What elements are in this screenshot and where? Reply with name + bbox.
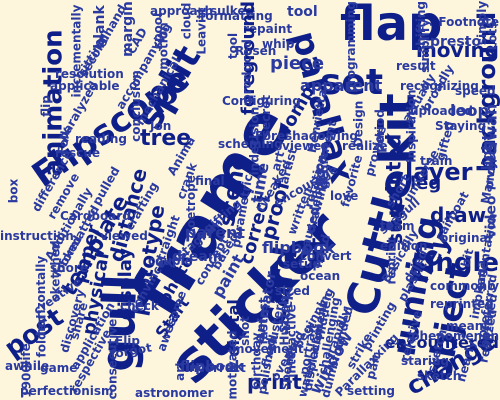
cloud-word: realize	[342, 139, 388, 153]
cloud-word: original	[440, 231, 492, 245]
cloud-word: flap	[340, 0, 443, 52]
cloud-word: shot	[237, 316, 252, 346]
cloud-word: convert	[300, 249, 352, 263]
cloud-word: team	[380, 219, 415, 233]
cloud-word: Rosen	[235, 44, 277, 58]
cloud-word: result	[396, 59, 436, 73]
cloud-word: single	[410, 248, 499, 278]
cloud-word: formatting	[200, 9, 273, 23]
cloud-word: box	[6, 178, 21, 204]
cloud-word: tool	[287, 4, 318, 20]
cloud-word: flipbook	[262, 238, 335, 257]
cloud-word: recognizing	[400, 79, 479, 93]
cloud-word: art	[172, 361, 187, 381]
cloud-word: viewer	[282, 139, 328, 153]
cloud-word: applicable	[50, 79, 120, 93]
cloud-word: setup	[283, 257, 322, 271]
cloud-word: consecutive	[105, 318, 120, 399]
cloud-word: set	[320, 62, 384, 103]
cloud-word: meant	[446, 319, 490, 333]
cloud-word: sized	[275, 284, 310, 298]
cloud-word: tree	[140, 126, 192, 151]
cloud-word: simply	[475, 0, 490, 46]
cloud-word: movement	[232, 342, 304, 356]
cloud-word: setting	[347, 384, 395, 398]
cloud-word: Zoetrope	[183, 175, 198, 237]
cloud-word: encountered	[384, 333, 499, 352]
cloud-word: instruction	[0, 229, 74, 243]
cloud-word: Foreshadowing	[255, 129, 358, 143]
cloud-word: cloud	[179, 2, 194, 40]
cloud-word: motivated	[225, 330, 240, 399]
cloud-word: commonly	[430, 279, 500, 293]
cloud-word: presto	[430, 34, 482, 50]
cloud-word: Staying	[435, 119, 487, 133]
cloud-word: check	[120, 299, 159, 313]
cloud-word: ocean	[300, 269, 341, 283]
cloud-word: Flip	[115, 334, 141, 348]
cloud-word: staring	[401, 354, 450, 368]
cloud-word: rescue	[55, 146, 100, 160]
cloud-word: Footnote	[438, 15, 499, 29]
cloud-word: repaint	[243, 22, 293, 36]
cloud-word: couple	[148, 254, 193, 268]
cloud-word: loop	[450, 101, 489, 120]
cloud-word: Configuring	[222, 94, 301, 108]
cloud-word: whip	[262, 37, 295, 51]
cloud-word: project	[481, 141, 500, 191]
cloud-word: dream	[172, 249, 223, 265]
cloud-word: scheming	[218, 137, 283, 151]
cloud-word: perfectionism	[20, 384, 114, 398]
cloud-word: awhile	[5, 359, 50, 373]
cloud-word: flipbook	[180, 359, 244, 375]
cloud-word: phenomenon	[410, 329, 499, 343]
cloud-word: tool	[226, 32, 241, 60]
cloud-word: life	[18, 343, 33, 365]
cloud-word: game	[40, 361, 78, 375]
cloud-word: sulked	[210, 4, 255, 18]
cloud-word: Huzzah	[277, 296, 292, 346]
cloud-word: edition	[380, 239, 428, 253]
cloud-word: viewed	[100, 229, 148, 243]
cloud-word: period	[372, 109, 387, 153]
cloud-word: incorrect	[185, 361, 246, 375]
cloud-word: speed	[455, 84, 496, 98]
cloud-word: reading	[75, 132, 127, 146]
cloud-word: sketch	[417, 369, 462, 383]
cloud-word: approach	[150, 4, 214, 18]
cloud-word: moving	[415, 38, 499, 62]
cloud-word: uploaded	[410, 104, 473, 118]
cloud-word: Cardboard	[60, 209, 131, 223]
cloud-word: reprint	[384, 237, 399, 285]
cloud-word: Jon	[150, 119, 172, 133]
cloud-word: programming	[343, 1, 358, 93]
cloud-word: resolution	[55, 67, 124, 81]
cloud-word: piece	[270, 53, 325, 74]
cloud-word: secret	[259, 94, 274, 138]
cloud-word: draw	[430, 203, 487, 227]
cloud-word: leg	[410, 173, 442, 194]
cloud-word: astronomer	[135, 386, 214, 400]
cloud-word: print	[247, 370, 302, 394]
cloud-word: flip	[38, 95, 53, 117]
cloud-word: shore	[50, 261, 88, 275]
cloud-word: apparent	[300, 76, 383, 95]
cloud-word: love	[330, 189, 359, 203]
cloud-word: layer	[405, 158, 473, 186]
cloud-word: train	[420, 154, 453, 168]
cloud-word: final	[195, 174, 225, 188]
cloud-word: folded	[34, 314, 49, 358]
cloud-word: parent	[185, 223, 246, 242]
cloud-word: reprinted	[430, 297, 494, 311]
